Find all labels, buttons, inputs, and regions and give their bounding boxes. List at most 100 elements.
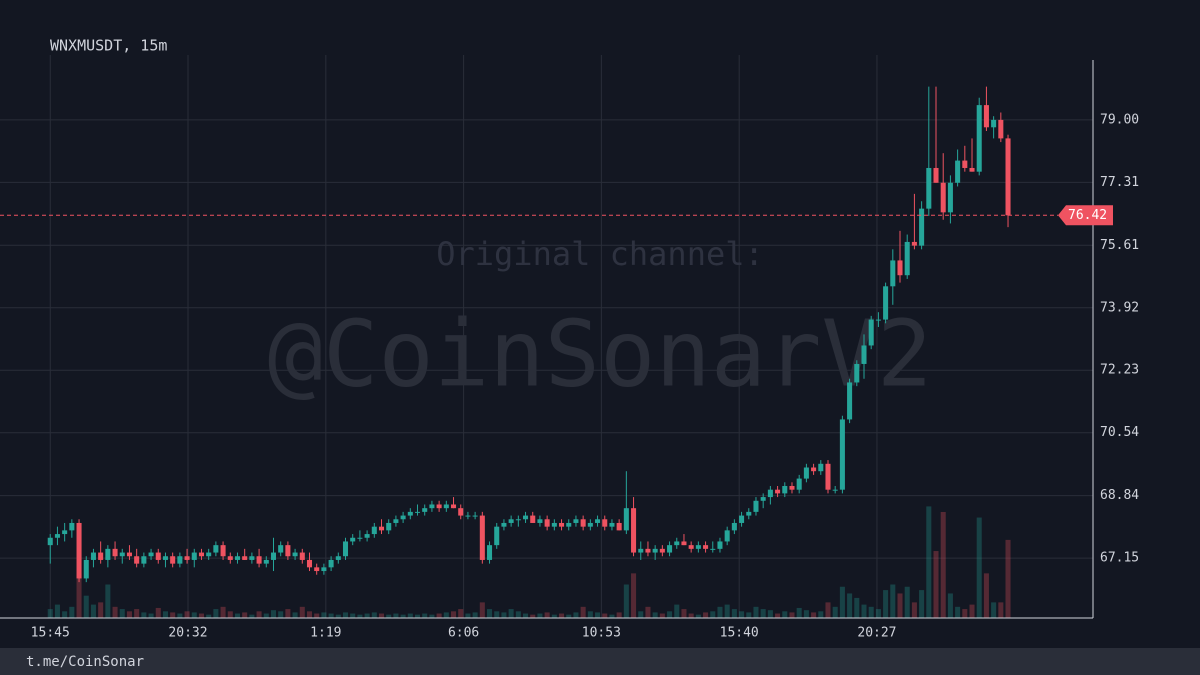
volume-bar <box>328 613 334 618</box>
candle-body <box>285 545 291 557</box>
candle-body <box>537 519 543 523</box>
x-tick-label: 6:06 <box>448 626 479 641</box>
volume-bar <box>414 614 421 618</box>
volume-bar <box>170 612 176 618</box>
candle-body <box>105 548 111 560</box>
volume-bar <box>299 606 305 618</box>
candle-body <box>544 519 550 527</box>
volume-bar <box>62 611 68 618</box>
volume-bar <box>832 606 838 618</box>
candle-body <box>487 545 493 560</box>
candle-body <box>62 530 68 535</box>
volume-bar <box>213 609 219 618</box>
candle-body <box>602 519 608 527</box>
volume-bar <box>904 586 910 618</box>
candle-body <box>652 548 658 553</box>
volume-bar <box>285 609 291 618</box>
volume-bar <box>443 612 449 618</box>
x-tick-label: 20:27 <box>857 626 896 641</box>
volume-bar <box>479 602 485 618</box>
candle-body <box>47 537 53 546</box>
volume-bar <box>544 612 550 618</box>
volume-bar <box>537 613 543 618</box>
candle-body <box>861 345 867 364</box>
volume-bar <box>501 612 507 618</box>
volume-bar <box>962 609 968 618</box>
x-tick-label: 15:45 <box>31 626 70 641</box>
candle-body <box>847 382 853 420</box>
volume-bar <box>839 586 845 618</box>
candle-body <box>141 556 147 564</box>
volume-bar <box>854 597 860 618</box>
candle-body <box>371 526 377 535</box>
candle-body <box>551 522 557 527</box>
candle-body <box>854 363 860 383</box>
volume-bar <box>83 595 89 618</box>
candle-body <box>501 522 507 527</box>
volume-bar <box>371 612 377 618</box>
watermark: Original channel: <box>436 235 764 273</box>
candle-body <box>717 541 723 549</box>
candle-body <box>170 556 176 564</box>
candle-body <box>98 552 104 560</box>
candle-body <box>775 489 781 494</box>
candle-body <box>731 522 737 531</box>
candle-body <box>609 522 615 527</box>
volume-bar <box>378 613 385 618</box>
candle-body <box>148 552 154 557</box>
volume-bar <box>465 613 471 618</box>
volume-bar <box>587 611 593 618</box>
volume-bar <box>890 584 896 618</box>
candle-body <box>393 519 399 523</box>
x-tick-label: 20:32 <box>168 626 207 641</box>
volume-bar <box>436 613 442 618</box>
candle-body <box>328 559 334 568</box>
candle-body <box>198 552 204 557</box>
candle-body <box>623 508 629 531</box>
candle-body <box>458 508 464 516</box>
candle-body <box>263 559 269 564</box>
volume-bar <box>566 614 572 618</box>
volume-bar <box>976 517 982 618</box>
candle-body <box>1005 138 1011 216</box>
volume-bar <box>623 584 629 618</box>
volume-bar <box>256 611 262 618</box>
candle-body <box>796 478 802 490</box>
candle-body <box>69 522 75 531</box>
candle-body <box>566 522 572 527</box>
footer-link[interactable]: t.me/CoinSonar <box>26 654 144 670</box>
volume-bar <box>263 613 269 618</box>
volume-bar <box>220 606 226 618</box>
volume-bar <box>429 614 435 618</box>
y-tick-label: 67.15 <box>1100 551 1139 566</box>
candle-body <box>508 519 514 523</box>
volume-bar <box>551 614 557 618</box>
volume-bar <box>609 614 615 618</box>
volume-bar <box>818 611 824 618</box>
volume-bar <box>825 602 831 618</box>
volume-bar <box>897 593 903 618</box>
candle-body <box>213 545 219 553</box>
volume-bar <box>242 612 248 618</box>
candle-body <box>429 504 435 509</box>
volume-bar <box>508 609 514 618</box>
candle-body <box>407 511 413 516</box>
volume-bar <box>1005 539 1011 618</box>
candle-body <box>681 541 687 546</box>
volume-bar <box>400 614 406 618</box>
candle-body <box>335 556 341 560</box>
volume-bar <box>306 611 313 618</box>
volume-bar <box>580 606 586 618</box>
candle-body <box>976 105 982 172</box>
volume-bar <box>141 612 147 618</box>
volume-bar <box>292 612 298 618</box>
candle-body <box>530 515 536 523</box>
volume-bar <box>638 611 644 618</box>
candle-body <box>321 567 327 572</box>
candle-body <box>667 545 673 553</box>
volume-bar <box>422 613 428 618</box>
volume-bar <box>775 613 781 618</box>
volume-bar <box>710 611 716 618</box>
